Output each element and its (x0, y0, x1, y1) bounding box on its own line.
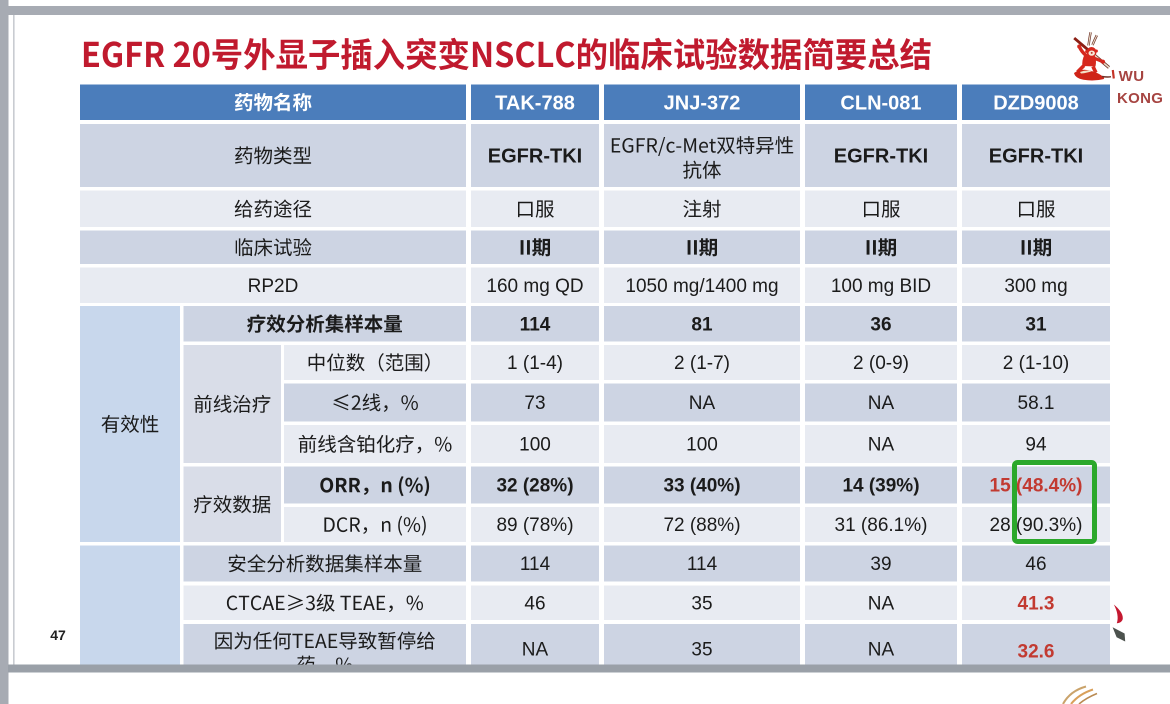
svg-text:89 (78%): 89 (78%) (496, 515, 573, 536)
svg-text:160 mg QD: 160 mg QD (486, 276, 583, 297)
svg-text:JNJ-372: JNJ-372 (664, 92, 741, 114)
svg-text:2 (1-7): 2 (1-7) (674, 353, 730, 374)
svg-text:114: 114 (520, 554, 551, 575)
svg-text:81: 81 (691, 315, 713, 336)
svg-text:58.1: 58.1 (1018, 393, 1055, 414)
svg-text:300 mg: 300 mg (1004, 276, 1067, 297)
svg-text:CLN-081: CLN-081 (840, 92, 921, 114)
svg-text:72 (88%): 72 (88%) (663, 515, 740, 536)
svg-text:14 (39%): 14 (39%) (842, 476, 919, 497)
svg-text:KONG: KONG (1117, 90, 1163, 107)
svg-text:EGFR-TKI: EGFR-TKI (488, 146, 582, 168)
svg-text:NA: NA (868, 594, 895, 615)
svg-text:2 (0-9): 2 (0-9) (853, 353, 909, 374)
svg-text:15 (48.4%): 15 (48.4%) (990, 476, 1083, 497)
svg-text:114: 114 (687, 554, 718, 575)
svg-text:NA: NA (868, 435, 895, 456)
svg-text:NA: NA (689, 393, 716, 414)
svg-text:31 (86.1%): 31 (86.1%) (835, 515, 928, 536)
svg-text:114: 114 (520, 315, 551, 336)
svg-text:46: 46 (1025, 554, 1046, 575)
svg-text:31: 31 (1025, 315, 1047, 336)
svg-text:1050 mg/1400 mg: 1050 mg/1400 mg (625, 276, 778, 297)
svg-text:2 (1-10): 2 (1-10) (1003, 353, 1070, 374)
svg-text:100: 100 (519, 435, 551, 456)
svg-text:1 (1-4): 1 (1-4) (507, 353, 563, 374)
svg-text:46: 46 (524, 594, 545, 615)
svg-text:35: 35 (691, 640, 712, 661)
svg-text:100 mg BID: 100 mg BID (831, 276, 931, 297)
svg-text:EGFR-TKI: EGFR-TKI (989, 146, 1083, 168)
svg-text:32 (28%): 32 (28%) (496, 476, 573, 497)
svg-text:EGFR-TKI: EGFR-TKI (834, 146, 928, 168)
svg-text:32.6: 32.6 (1018, 642, 1055, 663)
svg-text:NA: NA (868, 393, 895, 414)
svg-text:WU: WU (1119, 68, 1145, 85)
svg-text:36: 36 (870, 315, 891, 336)
svg-text:47: 47 (50, 627, 66, 643)
svg-text:41.3: 41.3 (1018, 594, 1055, 615)
svg-text:NA: NA (868, 640, 895, 661)
svg-text:28 (90.3%): 28 (90.3%) (990, 515, 1083, 536)
svg-text:73: 73 (524, 393, 545, 414)
svg-text:33 (40%): 33 (40%) (663, 476, 740, 497)
svg-text:100: 100 (686, 435, 718, 456)
svg-text:NA: NA (522, 640, 549, 661)
svg-text:DZD9008: DZD9008 (993, 92, 1079, 114)
svg-text:TAK-788: TAK-788 (495, 92, 575, 114)
svg-text:39: 39 (870, 554, 891, 575)
svg-text:94: 94 (1025, 435, 1047, 456)
svg-text:RP2D: RP2D (248, 276, 299, 297)
svg-text:35: 35 (691, 594, 712, 615)
